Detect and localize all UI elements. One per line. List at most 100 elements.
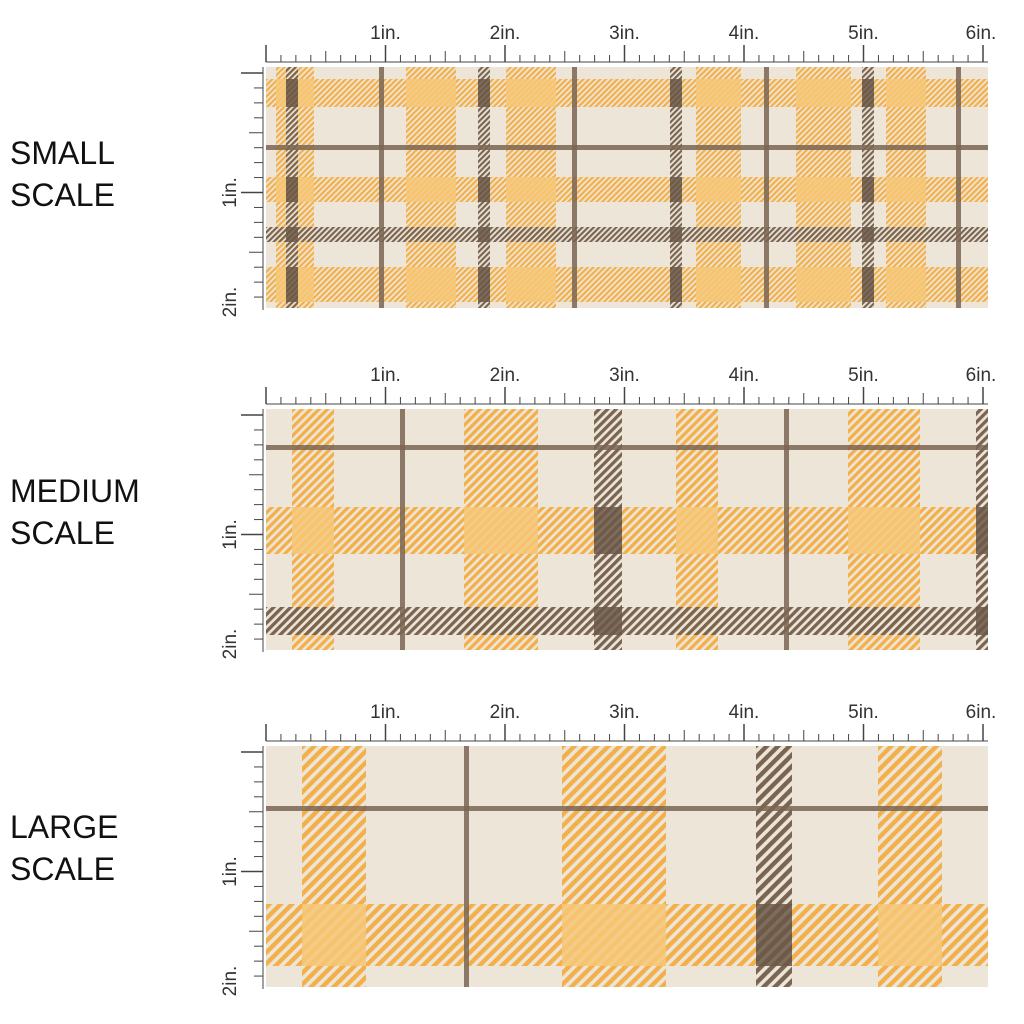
- ruler-vertical-label: 1in.: [220, 856, 241, 887]
- ruler-inch-label: 3in.: [609, 365, 640, 386]
- plaid-overlap: [478, 177, 490, 202]
- medium-plaid: [266, 409, 988, 650]
- ruler-inch-label: 6in.: [966, 23, 997, 44]
- ruler-inch-label: 1in.: [370, 23, 401, 44]
- small-scale-section: 1in. 2in. 3in. 4in. 5in. 6in. 1in. 2in.: [0, 0, 1024, 340]
- plaid-overlap: [796, 267, 851, 302]
- plaid-overlap: [976, 607, 988, 635]
- plaid-overlap: [862, 79, 874, 107]
- large-scale-label: LARGE SCALE: [10, 806, 118, 890]
- plaid-overlap: [292, 507, 334, 554]
- plaid-overlap: [478, 79, 490, 107]
- plaid-overlap: [670, 79, 682, 107]
- ruler-vertical-label: 2in.: [220, 629, 241, 660]
- plaid-overlap: [862, 267, 874, 302]
- ruler-inch-label: 4in.: [729, 702, 760, 723]
- plaid-overlap: [848, 507, 920, 554]
- plaid-overlap: [670, 267, 682, 302]
- plaid-overlap: [286, 267, 298, 302]
- plaid-overlap: [286, 177, 298, 202]
- plaid-overlap: [862, 177, 874, 202]
- ruler-inch-label: 3in.: [609, 702, 640, 723]
- small-scale-label: SMALL SCALE: [10, 132, 115, 216]
- plaid-thin-line: [379, 67, 384, 308]
- label-line-1: LARGE: [10, 809, 119, 845]
- large-plaid-swatch: [266, 746, 988, 987]
- small-ruler: 1in. 2in. 3in. 4in. 5in. 6in. 1in. 2in.: [220, 23, 997, 318]
- plaid-thin-line: [266, 806, 988, 811]
- plaid-overlap: [670, 227, 682, 242]
- plaid-orange-band: [266, 79, 988, 107]
- ruler-vertical-label: 2in.: [220, 287, 241, 318]
- plaid-overlap: [886, 267, 926, 302]
- plaid-overlap: [594, 507, 622, 554]
- plaid-overlap: [862, 227, 874, 242]
- plaid-overlap: [562, 904, 666, 966]
- plaid-overlap: [506, 79, 556, 107]
- plaid-overlap: [286, 79, 298, 107]
- large-ruler: 1in. 2in. 3in. 4in. 5in. 6in. 1in. 2in.: [220, 702, 997, 997]
- plaid-thin-line: [400, 409, 405, 650]
- medium-ruler: 1in. 2in. 3in. 4in. 5in. 6in. 1in. 2in.: [220, 365, 997, 660]
- plaid-thin-line: [464, 746, 469, 987]
- plaid-overlap: [286, 227, 298, 242]
- medium-scale-section: 1in. 2in. 3in. 4in. 5in. 6in. 1in. 2in.: [0, 340, 1024, 680]
- label-line-2: SCALE: [10, 851, 115, 887]
- plaid-brown-band: [266, 227, 988, 242]
- ruler-inch-label: 4in.: [729, 365, 760, 386]
- plaid-overlap: [406, 267, 456, 302]
- plaid-overlap: [796, 177, 851, 202]
- label-line-1: SMALL: [10, 135, 115, 171]
- plaid-thin-line: [784, 409, 789, 650]
- plaid-overlap: [696, 177, 741, 202]
- ruler-inch-label: 1in.: [370, 702, 401, 723]
- plaid-overlap: [976, 507, 988, 554]
- plaid-overlap: [670, 177, 682, 202]
- plaid-overlap: [464, 507, 538, 554]
- label-line-2: SCALE: [10, 515, 115, 551]
- plaid-overlap: [406, 177, 456, 202]
- plaid-overlap: [886, 79, 926, 107]
- ruler-inch-label: 5in.: [848, 702, 879, 723]
- plaid-overlap: [886, 177, 926, 202]
- plaid-overlap: [506, 177, 556, 202]
- plaid-overlap: [696, 267, 741, 302]
- plaid-overlap: [302, 904, 366, 966]
- plaid-thin-line: [764, 67, 769, 308]
- ruler-inch-label: 6in.: [966, 365, 997, 386]
- label-line-2: SCALE: [10, 177, 115, 213]
- small-plaid: [266, 67, 988, 308]
- ruler-inch-label: 5in.: [848, 365, 879, 386]
- plaid-overlap: [478, 227, 490, 242]
- ruler-inch-label: 2in.: [490, 702, 521, 723]
- plaid-thin-line: [572, 67, 577, 308]
- plaid-brown-band: [266, 607, 988, 635]
- ruler-inch-label: 5in.: [848, 23, 879, 44]
- ruler-inch-label: 2in.: [490, 23, 521, 44]
- ruler-inch-label: 4in.: [729, 23, 760, 44]
- ruler-vertical-label: 2in.: [220, 966, 241, 997]
- plaid-thin-line: [266, 145, 988, 150]
- ruler-inch-label: 3in.: [609, 23, 640, 44]
- plaid-overlap: [696, 79, 741, 107]
- plaid-overlap: [676, 507, 718, 554]
- plaid-overlap: [594, 607, 622, 635]
- ruler-vertical-label: 1in.: [220, 177, 241, 208]
- plaid-orange-band: [266, 267, 988, 302]
- plaid-overlap: [796, 79, 851, 107]
- large-plaid: [266, 746, 988, 987]
- medium-scale-label: MEDIUM SCALE: [10, 470, 140, 554]
- label-line-1: MEDIUM: [10, 473, 140, 509]
- plaid-overlap: [506, 267, 556, 302]
- plaid-thin-line: [266, 445, 988, 450]
- plaid-overlap: [478, 267, 490, 302]
- ruler-inch-label: 2in.: [490, 365, 521, 386]
- large-scale-section: 1in. 2in. 3in. 4in. 5in. 6in. 1in. 2in.: [0, 680, 1024, 1024]
- plaid-orange-band: [266, 177, 988, 202]
- plaid-overlap: [756, 904, 792, 966]
- medium-plaid-swatch: [266, 409, 988, 650]
- plaid-overlap: [878, 904, 942, 966]
- ruler-vertical-label: 1in.: [220, 519, 241, 550]
- plaid-overlap: [406, 79, 456, 107]
- ruler-inch-label: 6in.: [966, 702, 997, 723]
